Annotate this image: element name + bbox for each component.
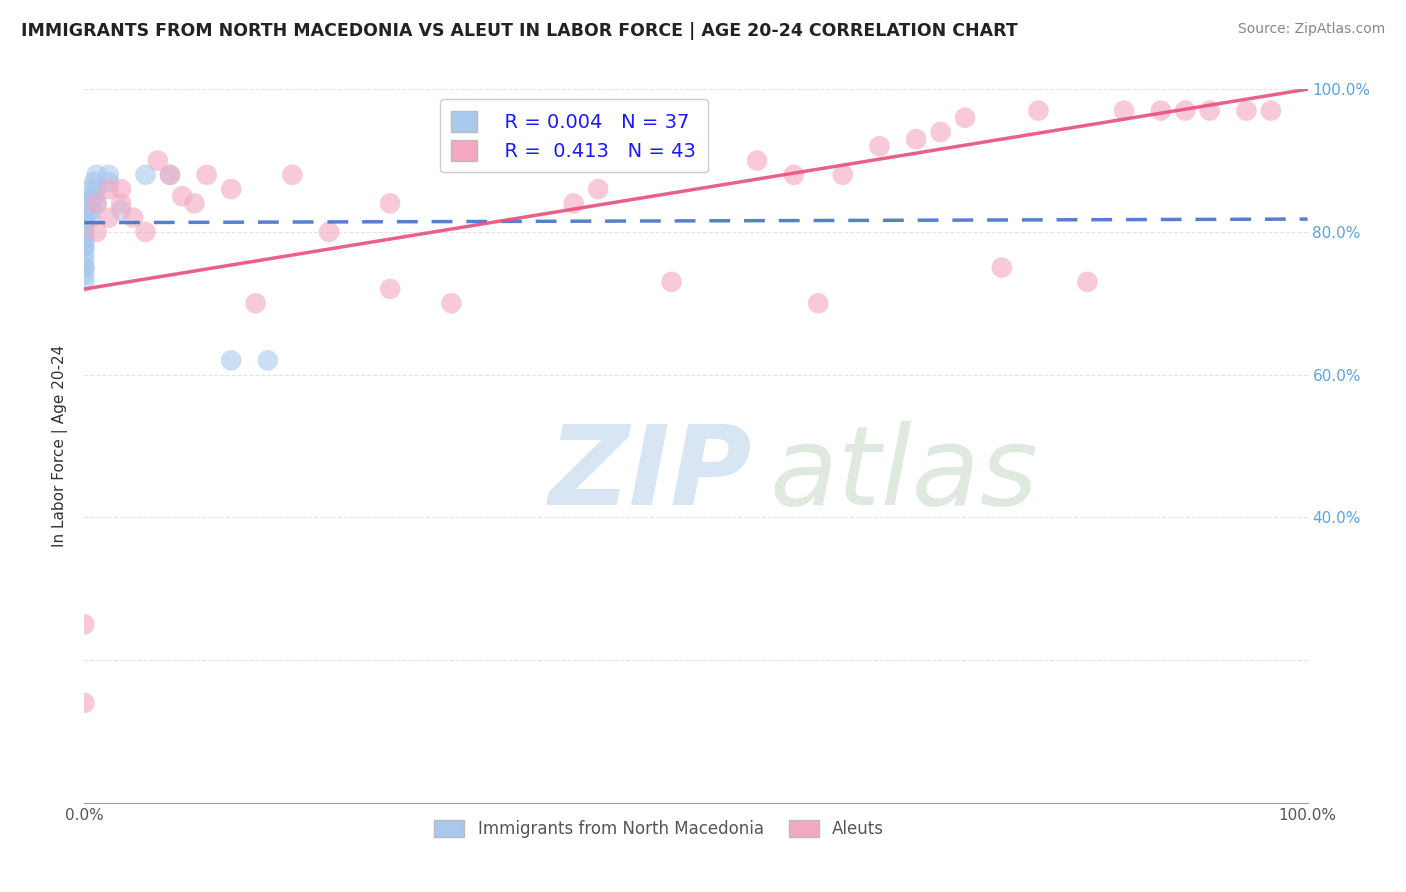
Point — [73, 617, 96, 632]
Point — [97, 211, 120, 225]
Point — [257, 353, 280, 368]
Point — [1198, 103, 1220, 118]
Legend: Immigrants from North Macedonia, Aleuts: Immigrants from North Macedonia, Aleuts — [427, 813, 891, 845]
Point — [159, 168, 181, 182]
Point — [73, 253, 96, 268]
Point — [747, 153, 769, 168]
Text: atlas: atlas — [769, 421, 1038, 528]
Point — [502, 153, 524, 168]
Point — [73, 225, 96, 239]
Point — [73, 211, 96, 225]
Y-axis label: In Labor Force | Age 20-24: In Labor Force | Age 20-24 — [52, 345, 69, 547]
Point — [831, 168, 853, 182]
Point — [1150, 103, 1173, 118]
Point — [1114, 103, 1136, 118]
Point — [79, 211, 101, 225]
Point — [245, 296, 267, 310]
Point — [953, 111, 976, 125]
Text: ZIP: ZIP — [550, 421, 752, 528]
Point — [83, 189, 105, 203]
Point — [73, 211, 96, 225]
Point — [135, 168, 157, 182]
Point — [380, 196, 402, 211]
Point — [79, 196, 101, 211]
Point — [73, 211, 96, 225]
Point — [905, 132, 928, 146]
Point — [318, 225, 340, 239]
Point — [86, 182, 108, 196]
Point — [83, 175, 105, 189]
Point — [586, 182, 609, 196]
Point — [73, 696, 96, 710]
Point — [440, 296, 463, 310]
Point — [183, 196, 205, 211]
Point — [97, 168, 120, 182]
Point — [661, 275, 683, 289]
Point — [73, 232, 96, 246]
Point — [73, 239, 96, 253]
Point — [219, 182, 242, 196]
Point — [219, 353, 242, 368]
Point — [110, 203, 132, 218]
Point — [991, 260, 1014, 275]
Point — [1236, 103, 1258, 118]
Point — [97, 182, 120, 196]
Point — [73, 275, 96, 289]
Point — [73, 246, 96, 260]
Point — [929, 125, 952, 139]
Point — [195, 168, 218, 182]
Point — [1260, 103, 1282, 118]
Point — [73, 203, 96, 218]
Point — [79, 189, 101, 203]
Point — [380, 282, 402, 296]
Point — [562, 196, 585, 211]
Point — [86, 196, 108, 211]
Point — [86, 225, 108, 239]
Point — [97, 175, 120, 189]
Point — [869, 139, 891, 153]
Point — [73, 218, 96, 232]
Point — [86, 196, 108, 211]
Point — [281, 168, 304, 182]
Point — [73, 239, 96, 253]
Point — [73, 260, 96, 275]
Point — [122, 211, 145, 225]
Point — [783, 168, 806, 182]
Point — [86, 168, 108, 182]
Point — [146, 153, 169, 168]
Point — [135, 225, 157, 239]
Point — [79, 182, 101, 196]
Point — [73, 218, 96, 232]
Point — [73, 225, 96, 239]
Point — [1076, 275, 1098, 289]
Point — [159, 168, 181, 182]
Text: Source: ZipAtlas.com: Source: ZipAtlas.com — [1237, 22, 1385, 37]
Point — [73, 268, 96, 282]
Point — [807, 296, 830, 310]
Point — [73, 196, 96, 211]
Point — [73, 232, 96, 246]
Point — [110, 196, 132, 211]
Point — [73, 260, 96, 275]
Point — [1174, 103, 1197, 118]
Point — [79, 203, 101, 218]
Point — [172, 189, 194, 203]
Point — [110, 182, 132, 196]
Point — [1028, 103, 1050, 118]
Point — [73, 203, 96, 218]
Text: IMMIGRANTS FROM NORTH MACEDONIA VS ALEUT IN LABOR FORCE | AGE 20-24 CORRELATION : IMMIGRANTS FROM NORTH MACEDONIA VS ALEUT… — [21, 22, 1018, 40]
